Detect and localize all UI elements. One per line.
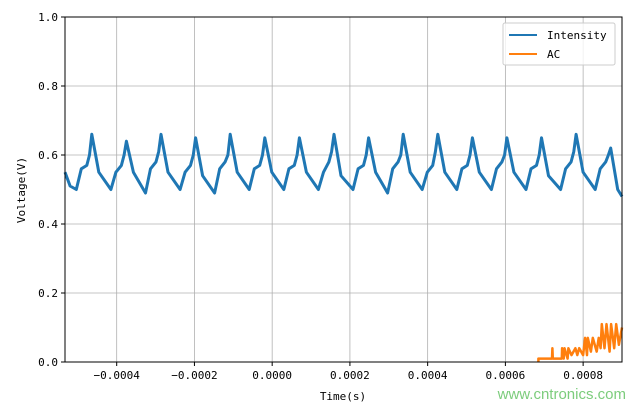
legend: Intensity AC [502,22,616,66]
legend-label-ac: AC [547,48,560,61]
x-axis-label: Time(s) [320,390,366,403]
y-tick-label: 1.0 [38,11,58,24]
legend-label-intensity: Intensity [547,29,607,42]
x-tick-label: −0.0002 [171,369,217,382]
x-tick-label: 0.0002 [330,369,370,382]
y-tick-label: 0.4 [38,218,58,231]
watermark: www.cntronics.com [497,386,626,403]
y-tick-label: 0.0 [38,356,58,369]
series-line-intensity [63,132,624,198]
y-axis-label: Voltage(V) [15,157,28,223]
x-tick-label: 0.0000 [252,369,292,382]
plot-area [63,132,624,362]
x-tick-label: 0.0004 [408,369,448,382]
axes-frame [64,16,623,363]
x-tick-label: −0.0004 [94,369,141,382]
x-tick-label: 0.0008 [563,369,603,382]
y-tick-label: 0.6 [38,149,58,162]
x-tick-label: 0.0006 [486,369,526,382]
series-line-ac [537,322,624,362]
ticks: −0.0004 −0.0002 0.0000 0.0002 0.0004 0.0006 0.… [38,11,603,382]
y-tick-label: 0.2 [38,287,58,300]
grid [65,16,622,363]
y-tick-label: 0.8 [38,80,58,93]
